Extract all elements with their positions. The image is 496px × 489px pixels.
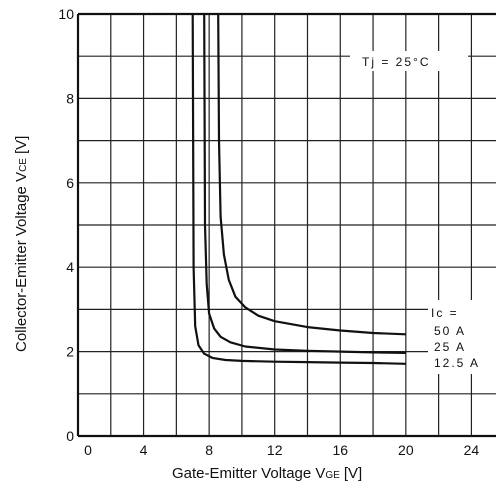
x-axis-title-sub: GE: [325, 470, 340, 481]
x-tick-label: 16: [332, 442, 348, 458]
legend-entry: 12.5 A: [434, 356, 480, 370]
x-axis-title-main: Gate-Emitter Voltage V: [172, 465, 325, 482]
y-tick-label: 0: [66, 428, 74, 444]
curve-50-a: [217, 13, 406, 336]
y-tick-label: 2: [66, 344, 74, 360]
y-tick-label: 6: [66, 175, 74, 191]
x-tick-label: 20: [398, 442, 414, 458]
y-tick-label: 4: [66, 259, 74, 275]
x-tick-label: 0: [84, 442, 92, 458]
legend: Ic = 50 A 25 A 12.5 A: [428, 300, 496, 374]
legend-entry: 25 A: [434, 340, 466, 354]
grid: [78, 14, 496, 436]
y-tick-label: 8: [66, 90, 74, 106]
curve-25-a: [203, 13, 406, 354]
x-axis-title: Gate-Emitter Voltage VGE [V]: [172, 465, 362, 482]
y-tick-label: 10: [58, 6, 74, 22]
condition-label-bg: [350, 51, 468, 71]
y-axis-title-unit: [V]: [13, 136, 30, 154]
condition-label: Tj = 25°C: [362, 55, 430, 69]
x-tick-label: 4: [140, 442, 148, 458]
legend-bg: [428, 300, 496, 374]
x-tick-label: 12: [267, 442, 283, 458]
y-axis-title: Collector-Emitter Voltage VCE [V]: [13, 136, 30, 352]
plot-frame: [76, 12, 496, 438]
legend-title: Ic =: [431, 306, 459, 320]
x-tick-label: 24: [464, 442, 480, 458]
curves: [191, 13, 406, 365]
x-axis-title-unit: [V]: [344, 465, 362, 482]
legend-entry: 50 A: [434, 324, 466, 338]
y-tick-labels: 0 2 4 6 8 10: [58, 6, 74, 444]
x-tick-labels: 0 4 8 12 16 20 24: [84, 442, 479, 458]
x-tick-label: 8: [205, 442, 213, 458]
y-axis-title-sub: CE: [18, 158, 29, 172]
curve-12-5-a: [191, 13, 406, 365]
y-axis-title-main: Collector-Emitter Voltage V: [13, 172, 30, 352]
